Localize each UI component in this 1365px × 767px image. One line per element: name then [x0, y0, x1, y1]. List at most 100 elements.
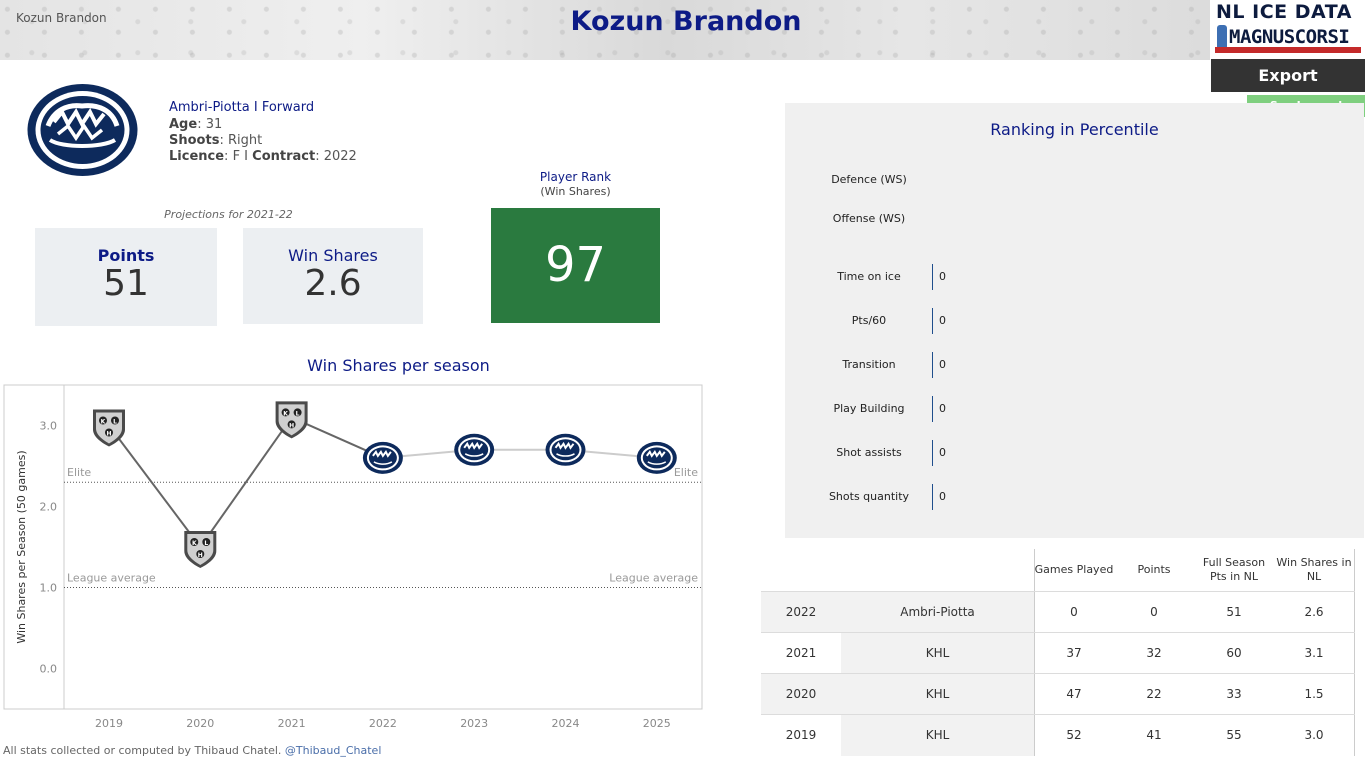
svg-text:L: L [296, 410, 300, 417]
cell-season: 2021 [785, 646, 817, 660]
percentile-label: Offense (WS) [832, 212, 906, 225]
y-tick-label: 0.0 [40, 663, 58, 676]
shoots-value: Right [227, 133, 263, 148]
percentile-label: Time on ice [837, 270, 901, 283]
y-tick-label: 2.0 [40, 501, 58, 514]
table-row: 2021 KHL 37 32 60 3.1 [761, 632, 1355, 674]
row-background [1034, 592, 1355, 633]
points-kpi: Points 51 [35, 228, 217, 326]
cell-full-season-pts: 60 [1226, 646, 1242, 660]
percentile-label: Pts/60 [851, 314, 887, 327]
banner-player-name: Kozun Brandon [16, 11, 107, 25]
svg-text:H: H [289, 422, 294, 429]
points-value: 51 [103, 263, 149, 304]
contract-label: Contract [252, 149, 316, 164]
header-full-season-pts: Full Season Pts in NL [1202, 556, 1266, 583]
table-row: 2022 Ambri-Piotta 0 0 51 2.6 [761, 591, 1355, 633]
series-line-segment [108, 424, 202, 548]
chart-title: Win Shares per season [307, 356, 490, 375]
cell-games-played: 0 [1070, 605, 1078, 619]
svg-text:H: H [106, 431, 111, 438]
reference-label-left: League average [67, 572, 156, 585]
percentile-panel: Ranking in Percentile Defence (WS) Offens… [785, 103, 1364, 538]
cell-season: 2019 [785, 728, 817, 742]
cell-win-shares: 3.1 [1304, 646, 1324, 660]
reference-label-right: Elite [674, 466, 698, 479]
cell-points: 22 [1146, 687, 1162, 701]
logo-bottom-text: MAGNUSCORSI [1229, 26, 1350, 48]
logo-pin-icon [1217, 25, 1227, 53]
cell-points: 32 [1146, 646, 1162, 660]
licence-label: Licence [169, 149, 225, 164]
licence-line: Licence: F I Contract: 2022 [169, 149, 357, 164]
percentile-value: 0 [939, 446, 946, 459]
percentile-label: Shot assists [836, 446, 902, 459]
header-points: Points [1137, 563, 1171, 576]
x-tick-label: 2025 [643, 717, 671, 730]
percentile-bar [932, 484, 933, 510]
cell-points: 41 [1146, 728, 1162, 742]
row-background [1034, 715, 1355, 756]
twitter-handle-link[interactable]: @Thibaud_Chatel [284, 744, 382, 757]
percentile-row: Shot assists 0 [785, 440, 1364, 466]
x-tick-label: 2020 [186, 717, 214, 730]
percentile-value: 0 [939, 314, 946, 327]
x-tick-label: 2022 [369, 717, 397, 730]
cell-season: 2020 [785, 687, 817, 701]
points-label: Points [97, 246, 155, 265]
svg-text:L: L [113, 419, 117, 426]
row-background [761, 633, 1034, 674]
cell-win-shares: 3.0 [1304, 728, 1324, 742]
team-position: Ambri-Piotta I Forward [169, 100, 315, 115]
svg-text:K: K [283, 410, 288, 417]
nl-ice-data-logo[interactable]: NL ICE DATA MAGNUSCORSI [1211, 0, 1365, 58]
svg-text:L: L [204, 540, 208, 547]
cell-team: Ambri-Piotta [900, 605, 975, 619]
y-tick-label: 3.0 [40, 420, 58, 433]
reference-label-left: Elite [67, 466, 91, 479]
cell-full-season-pts: 33 [1226, 687, 1242, 701]
header-games-played: Games Played [1034, 563, 1114, 576]
cell-team: KHL [925, 728, 950, 742]
percentile-value: 0 [939, 490, 946, 503]
cell-full-season-pts: 51 [1226, 605, 1242, 619]
percentile-label: Transition [842, 358, 896, 371]
age-label: Age [169, 117, 198, 132]
age-line: Age: 31 [169, 117, 223, 132]
khl-logo-icon: K LH [275, 401, 308, 439]
ambri-piotta-logo-icon [27, 84, 138, 176]
header-divider [1354, 549, 1355, 591]
cell-points: 0 [1150, 605, 1158, 619]
khl-logo-icon: K LH [93, 409, 125, 447]
logo-top-text: NL ICE DATA [1216, 1, 1352, 23]
footer-text: All stats collected or computed by Thiba… [3, 744, 282, 757]
percentile-row: Shots quantity 0 [785, 484, 1364, 510]
percentile-bar [932, 440, 933, 466]
percentile-bar [932, 308, 933, 334]
percentile-label: Play Building [833, 402, 905, 415]
header-win-shares: Win Shares in NL [1276, 556, 1352, 583]
export-button[interactable]: Export [1211, 59, 1365, 92]
table-row: 2019 KHL 52 41 55 3.0 [761, 714, 1355, 756]
shoots-line: Shoots: Right [169, 133, 263, 148]
percentile-row: Defence (WS) [785, 170, 1364, 190]
series-line-segment [199, 416, 293, 548]
page-title: Kozun Brandon [570, 6, 802, 37]
percentile-label: Defence (WS) [831, 173, 907, 186]
cell-win-shares: 1.5 [1304, 687, 1324, 701]
header-divider [1034, 549, 1035, 591]
x-tick-label: 2024 [552, 717, 580, 730]
percentile-value: 0 [939, 270, 946, 283]
cell-team: KHL [925, 687, 950, 701]
ambri-piotta-logo-icon [454, 433, 495, 466]
ambri-piotta-logo-icon [545, 433, 586, 466]
percentile-row: Pts/60 0 [785, 308, 1364, 334]
win-shares-label: Win Shares [288, 246, 378, 265]
licence-value: F I [232, 149, 249, 164]
x-tick-label: 2023 [460, 717, 488, 730]
cell-full-season-pts: 55 [1226, 728, 1242, 742]
player-rank-subtitle: (Win Shares) [540, 185, 611, 198]
percentile-row: Time on ice 0 [785, 264, 1364, 290]
percentile-row: Play Building 0 [785, 396, 1364, 422]
logo-bottom: MAGNUSCORSI [1215, 25, 1361, 55]
